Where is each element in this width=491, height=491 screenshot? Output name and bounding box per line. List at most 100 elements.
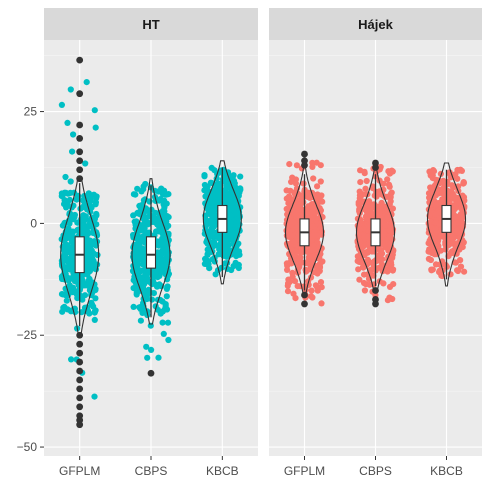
outlier-point bbox=[372, 287, 379, 294]
jitter-point bbox=[222, 194, 229, 201]
jitter-point bbox=[71, 278, 79, 285]
x-tick-label: CBPS bbox=[359, 464, 392, 478]
jitter-point bbox=[377, 248, 384, 255]
jitter-point bbox=[161, 263, 168, 270]
jitter-point bbox=[64, 119, 71, 126]
jitter-point bbox=[382, 267, 390, 274]
jitter-point bbox=[75, 226, 82, 233]
jitter-point bbox=[460, 179, 467, 186]
jitter-point bbox=[289, 273, 296, 280]
jitter-point bbox=[314, 183, 321, 190]
outlier-point bbox=[76, 403, 84, 411]
y-tick-label: 25 bbox=[24, 105, 38, 119]
outlier-point bbox=[76, 135, 84, 142]
jitter-point bbox=[444, 178, 451, 185]
jitter-point bbox=[89, 229, 96, 236]
jitter-point bbox=[360, 279, 368, 287]
jitter-point bbox=[365, 240, 372, 247]
outlier-point bbox=[76, 56, 84, 64]
jitter-point bbox=[363, 213, 370, 220]
jitter-point bbox=[376, 203, 383, 210]
jitter-point bbox=[446, 198, 453, 205]
jitter-point bbox=[387, 198, 394, 205]
jitter-point bbox=[160, 268, 167, 275]
jitter-point bbox=[69, 259, 76, 266]
jitter-point bbox=[84, 236, 91, 243]
jitter-point bbox=[435, 242, 442, 249]
jitter-point bbox=[388, 167, 395, 174]
outlier-point bbox=[76, 148, 84, 156]
jitter-point bbox=[92, 199, 99, 206]
jitter-point bbox=[227, 222, 234, 229]
jitter-point bbox=[159, 319, 166, 326]
jitter-point bbox=[88, 299, 95, 306]
jitter-point bbox=[151, 214, 158, 221]
jitter-point bbox=[91, 107, 98, 114]
jitter-point bbox=[384, 176, 391, 183]
jitter-point bbox=[144, 274, 151, 282]
jitter-point bbox=[148, 346, 155, 353]
jitter-point bbox=[58, 193, 65, 200]
jitter-point bbox=[357, 179, 364, 186]
outlier-point bbox=[76, 121, 84, 129]
jitter-point bbox=[318, 198, 325, 205]
jitter-point bbox=[130, 212, 137, 219]
jitter-point bbox=[152, 209, 159, 216]
jitter-point bbox=[161, 204, 168, 211]
outlier-point bbox=[301, 150, 308, 158]
jitter-point bbox=[69, 148, 76, 155]
outlier-point bbox=[301, 300, 308, 308]
jitter-point bbox=[228, 233, 235, 240]
jitter-point bbox=[201, 172, 208, 179]
jitter-point bbox=[360, 243, 367, 250]
jitter-point bbox=[163, 293, 170, 300]
jitter-point bbox=[360, 264, 367, 271]
outlier-point bbox=[147, 369, 155, 377]
jitter-point bbox=[156, 197, 163, 204]
jitter-point bbox=[69, 265, 76, 272]
jitter-point bbox=[59, 222, 66, 229]
jitter-point bbox=[297, 192, 305, 199]
jitter-point bbox=[211, 167, 218, 174]
outlier-point bbox=[76, 394, 84, 402]
jitter-point bbox=[425, 220, 432, 227]
jitter-point bbox=[310, 246, 318, 253]
jitter-point bbox=[314, 270, 321, 277]
jitter-point bbox=[66, 196, 73, 203]
jitter-point bbox=[92, 124, 99, 131]
jitter-point bbox=[451, 220, 458, 228]
jitter-point bbox=[314, 191, 321, 198]
jitter-point bbox=[286, 193, 293, 200]
jitter-point bbox=[436, 209, 443, 216]
jitter-point bbox=[290, 218, 297, 226]
jitter-point bbox=[388, 227, 395, 235]
jitter-point bbox=[284, 282, 291, 289]
jitter-point bbox=[216, 180, 223, 187]
jitter-point bbox=[286, 161, 293, 168]
jitter-point bbox=[154, 249, 161, 256]
outlier-point bbox=[76, 349, 84, 357]
jitter-point bbox=[165, 191, 172, 198]
jitter-point bbox=[75, 193, 82, 200]
outlier-point bbox=[76, 340, 84, 348]
jitter-point bbox=[162, 213, 169, 221]
jitter-point bbox=[457, 210, 465, 218]
jitter-point bbox=[425, 255, 432, 262]
jitter-point bbox=[361, 168, 368, 175]
jitter-point bbox=[210, 241, 218, 248]
jitter-point bbox=[208, 226, 215, 233]
jitter-point bbox=[379, 240, 386, 247]
jitter-point bbox=[68, 211, 75, 219]
jitter-point bbox=[237, 185, 244, 192]
jitter-point bbox=[386, 183, 393, 190]
jitter-point bbox=[356, 188, 363, 195]
jitter-point bbox=[425, 248, 432, 255]
jitter-point bbox=[148, 296, 156, 303]
outlier-point bbox=[76, 90, 84, 98]
jitter-point bbox=[133, 289, 140, 296]
jitter-point bbox=[163, 254, 170, 261]
jitter-point bbox=[144, 354, 151, 361]
jitter-point bbox=[58, 101, 65, 108]
jitter-point bbox=[158, 257, 165, 264]
